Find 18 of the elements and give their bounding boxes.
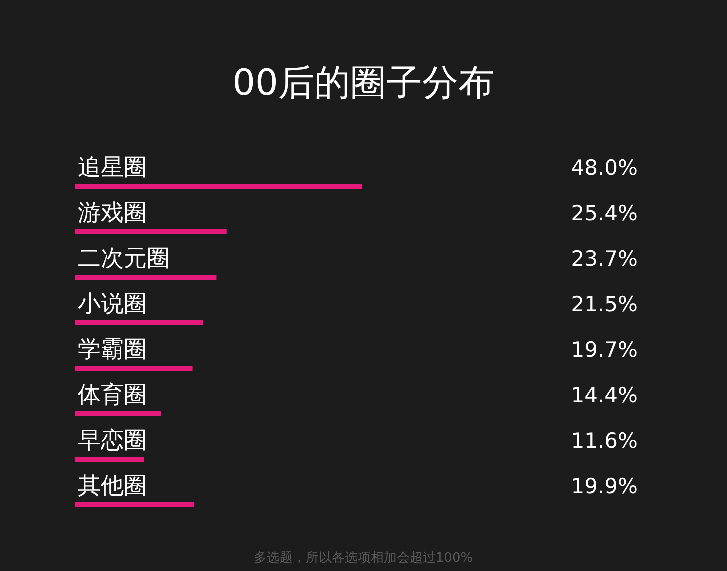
data-label: 48.0%: [571, 156, 638, 180]
y-tick-label: 早恋圈: [78, 428, 147, 454]
data-label: 25.4%: [571, 202, 638, 226]
y-tick-label: 小说圈: [78, 292, 147, 318]
text: 多选题，所以各选项相加会超过100%: [254, 551, 474, 566]
data-label: 11.6%: [571, 429, 638, 453]
data-label: 23.7%: [571, 247, 638, 271]
y-tick-label: 体育圈: [78, 382, 147, 408]
y-tick-label: 二次元圈: [78, 246, 170, 272]
data-label: 19.9%: [571, 474, 638, 498]
chart-title: 00后的圈子分布: [232, 63, 494, 104]
y-tick-label: 游戏圈: [78, 200, 147, 226]
data-label: 14.4%: [571, 384, 638, 408]
y-tick-label: 学霸圈: [78, 337, 147, 363]
data-label: 19.7%: [571, 338, 638, 362]
y-tick-label: 其他圈: [78, 474, 147, 500]
data-label: 21.5%: [571, 292, 638, 316]
y-tick-label: 追星圈: [78, 155, 147, 181]
